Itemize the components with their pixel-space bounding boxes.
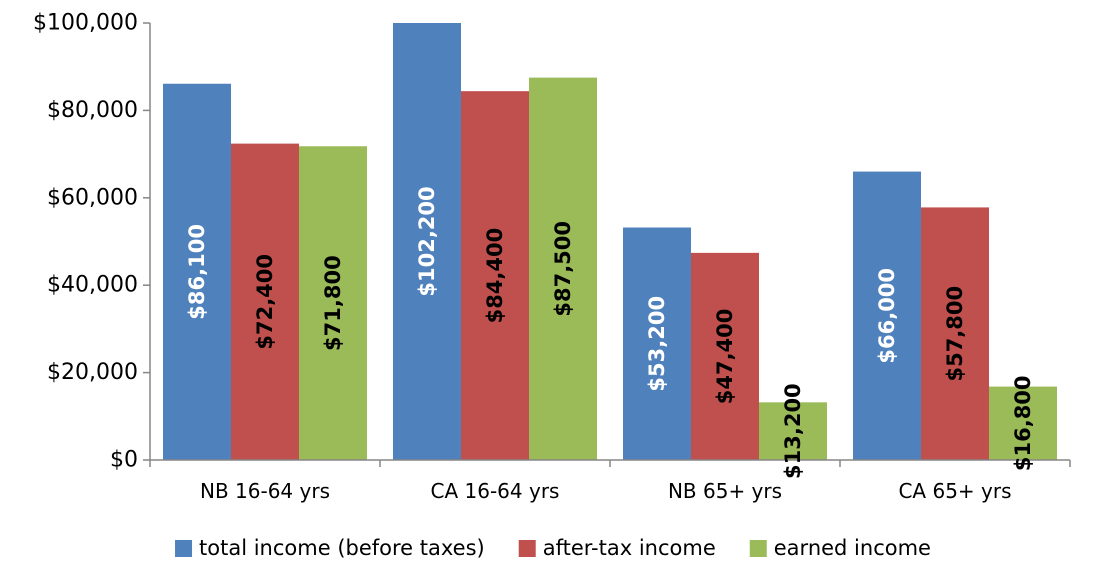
data-label: $84,400: [483, 228, 507, 324]
bar-1-2: [393, 23, 461, 460]
data-label: $47,400: [713, 309, 737, 405]
bar-1-3: [623, 227, 691, 460]
data-label: $57,800: [943, 286, 967, 382]
x-tick-label: NB 16-64 yrs: [200, 479, 330, 503]
legend-label: after-tax income: [543, 536, 716, 560]
data-label: $53,200: [645, 296, 669, 392]
data-label: $66,000: [875, 268, 899, 364]
data-label: $72,400: [253, 254, 277, 350]
legend-swatch: [518, 540, 536, 557]
legend-label: total income (before taxes): [199, 536, 485, 560]
data-label: $102,200: [415, 186, 439, 296]
y-tick-label: $100,000: [33, 11, 138, 36]
data-label: $86,100: [185, 224, 209, 320]
y-tick-label: $60,000: [47, 185, 138, 210]
data-label: $87,500: [551, 221, 575, 317]
x-tick-label: CA 16-64 yrs: [431, 479, 560, 503]
bar-3-4: [989, 386, 1057, 460]
data-label: $16,800: [1011, 375, 1035, 471]
data-label: $13,200: [781, 383, 805, 479]
bar-3-3: [759, 402, 827, 460]
bar-1-1: [163, 83, 231, 460]
bar-2-3: [691, 252, 759, 460]
y-tick-label: $40,000: [47, 273, 138, 298]
data-label: $71,800: [321, 255, 345, 351]
bar-2-4: [921, 207, 989, 460]
legend: total income (before taxes) after-tax inc…: [175, 536, 931, 560]
y-tick-label: $20,000: [47, 360, 138, 385]
x-tick-label: CA 65+ yrs: [898, 479, 1011, 503]
y-tick-label: $0: [110, 448, 138, 473]
data-labels-group: $86,100 $102,200 $53,200 $66,000 $72,400 $84,…: [185, 186, 1035, 479]
bar-1-4: [853, 171, 921, 460]
legend-swatch: [749, 540, 767, 557]
y-tick-label: $80,000: [47, 98, 138, 123]
bar-3-1: [299, 146, 367, 460]
x-tick-label: NB 65+ yrs: [668, 479, 782, 503]
bar-2-2: [461, 91, 529, 460]
legend-label: earned income: [774, 536, 931, 560]
bar-3-2: [529, 77, 597, 460]
axes-group: $0 $20,000 $40,000 $60,000 $80,000 $100,000 NB…: [33, 11, 1071, 503]
legend-swatch: [175, 540, 193, 557]
bars-group: [163, 23, 1057, 460]
bar-2-1: [231, 143, 299, 460]
